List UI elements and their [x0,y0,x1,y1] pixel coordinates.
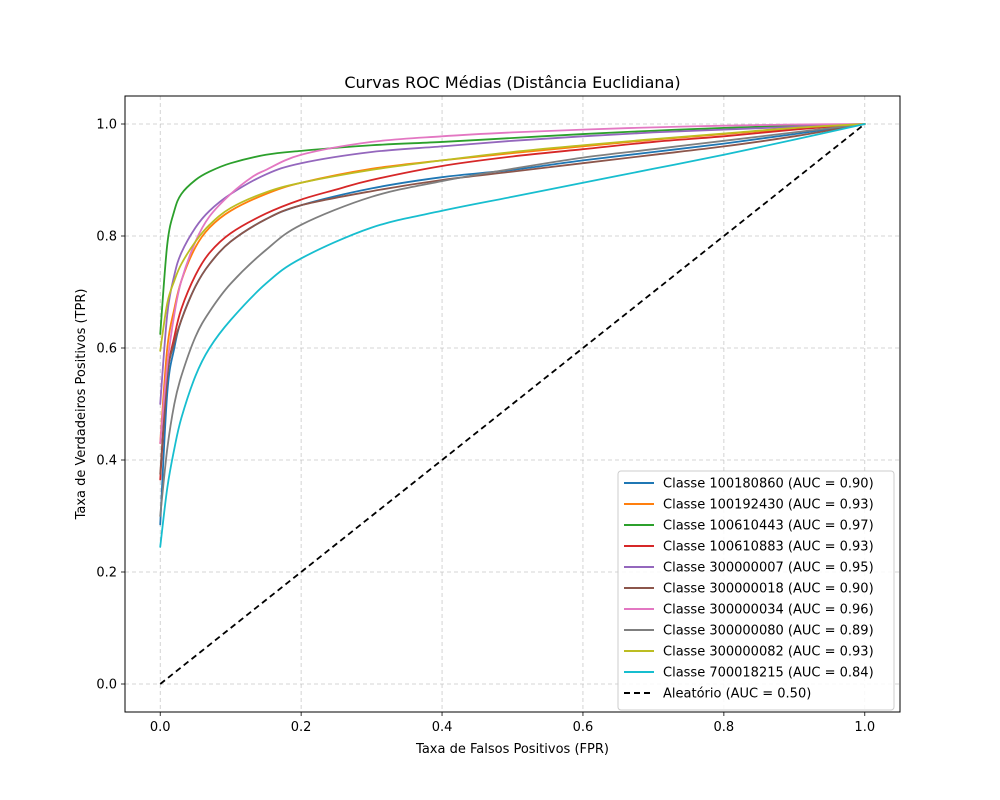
legend-label: Classe 100610883 (AUC = 0.93) [663,540,874,555]
x-axis-ticks: 0.0 0.2 0.4 0.6 0.8 1.0 [150,712,875,735]
series-line [159,123,866,481]
chart-title: Curvas ROC Médias (Distância Euclidiana) [344,73,680,92]
series-line [159,123,866,405]
y-tick-label: 0.2 [96,566,117,581]
y-tick-label: 1.0 [96,118,117,133]
series-line [159,123,866,517]
legend-label: Classe 300000007 (AUC = 0.95) [663,561,874,576]
y-axis-label: Taxa de Verdadeiros Positivos (TPR) [74,289,89,521]
legend-label: Classe 300000080 (AUC = 0.89) [663,624,874,639]
x-tick-label: 0.2 [291,720,312,735]
y-tick-label: 0.4 [96,454,117,469]
legend-label: Classe 100180860 (AUC = 0.90) [663,477,874,492]
legend-label: Classe 300000082 (AUC = 0.93) [663,645,874,660]
legend-label: Classe 100192430 (AUC = 0.93) [663,498,874,513]
x-tick-label: 0.0 [150,720,171,735]
x-tick-label: 1.0 [854,720,875,735]
y-axis-ticks: 0.0 0.2 0.4 0.6 0.8 1.0 [96,118,125,693]
y-tick-label: 0.6 [96,342,117,357]
legend-label: Classe 300000018 (AUC = 0.90) [663,582,874,597]
series-line [159,123,866,352]
legend-label: Classe 300000034 (AUC = 0.96) [663,603,874,618]
series-layer [159,123,866,685]
series-line [159,123,866,335]
legend-label: Aleatório (AUC = 0.50) [663,687,811,702]
x-axis-label: Taxa de Falsos Positivos (FPR) [415,742,609,757]
legend-box [617,470,895,711]
series-line [159,123,866,445]
y-tick-label: 0.8 [96,230,117,245]
series-line [159,123,866,475]
legend-label: Classe 700018215 (AUC = 0.84) [663,666,874,681]
x-tick-label: 0.8 [714,720,735,735]
legend-label: Classe 100610443 (AUC = 0.97) [663,519,874,534]
plot-area-frame [124,95,901,713]
x-tick-label: 0.4 [432,720,453,735]
x-tick-label: 0.6 [573,720,594,735]
series-line [159,123,866,548]
legend: Classe 100180860 (AUC = 0.90) Classe 1001… [617,470,895,711]
y-tick-label: 0.0 [96,678,117,693]
